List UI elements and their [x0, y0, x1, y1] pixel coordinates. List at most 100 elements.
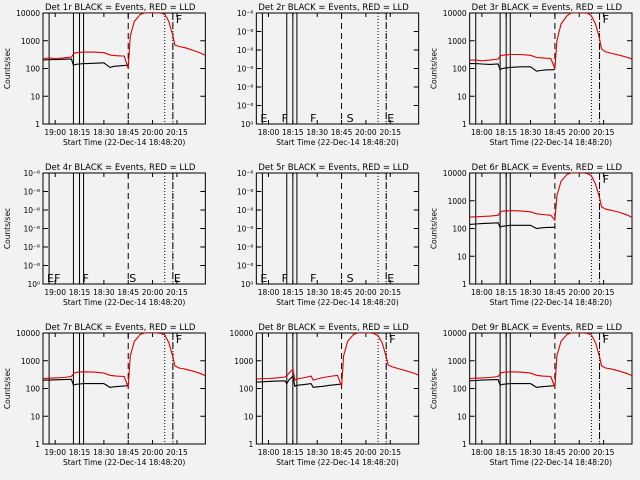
y-tick-label: 1000 [448, 357, 467, 366]
y-tick-label: 10000 [443, 9, 467, 18]
x-tick-label: 18:45 [331, 128, 353, 137]
x-tick-label: 19:00 [44, 288, 66, 297]
y-tick-label: 10 [457, 412, 467, 421]
x-axis-label: Start Time (22-Dec-14 18:48:20) [276, 138, 398, 147]
y-tick-label: 1 [249, 440, 254, 449]
x-axis-label: Start Time (22-Dec-14 18:48:20) [63, 298, 185, 307]
interval-marker-label: F [176, 13, 182, 26]
x-tick-label: 18:45 [117, 288, 139, 297]
chart-panel: 1 10 100 1000 10000 18:00 18:15 18:30 18:45 20:00… [430, 163, 633, 307]
y-tick-label: 10⁻⁶ [23, 243, 40, 252]
x-tick-label: 18:45 [331, 288, 353, 297]
series-line [43, 333, 206, 388]
series-line [469, 63, 556, 72]
x-tick-label: 20:00 [142, 128, 164, 137]
y-tick-label: 1000 [448, 197, 467, 206]
panel-title: Det 6r BLACK = Events, RED = LLD [472, 163, 623, 173]
y-tick-label: 10 [457, 92, 467, 101]
y-tick-label: 10⁻⁶ [237, 206, 254, 215]
y-tick-label: 10⁰ [241, 280, 254, 289]
y-axis-label: Counts/sec [3, 48, 12, 89]
x-tick-label: 20:00 [568, 448, 590, 457]
x-tick-label: 20:15 [379, 448, 401, 457]
chart-panel: 1 10 100 1000 10000 18:00 18:15 18:30 18:45 20:00… [430, 323, 633, 467]
y-tick-label: 10⁻⁶ [237, 9, 254, 18]
x-tick-label: 20:00 [568, 128, 590, 137]
x-tick-label: 18:30 [93, 448, 115, 457]
interval-marker-label: F [83, 272, 89, 285]
y-tick-label: 10 [457, 252, 467, 261]
y-tick-label: 100 [452, 65, 467, 74]
interval-marker-label: F [310, 272, 316, 285]
series-line [469, 173, 632, 222]
x-tick-label: 20:00 [355, 288, 377, 297]
x-tick-label: 18:00 [258, 288, 280, 297]
x-tick-label: 20:15 [593, 288, 615, 297]
y-tick-label: 10⁻⁶ [237, 243, 254, 252]
y-tick-label: 10⁻⁶ [23, 262, 40, 271]
x-tick-label: 18:00 [471, 288, 493, 297]
interval-marker-label: E [47, 272, 54, 285]
interval-marker-label: S [347, 272, 354, 285]
y-tick-label: 100 [452, 225, 467, 234]
interval-marker-label: S [347, 112, 354, 125]
x-tick-label: 20:00 [355, 448, 377, 457]
y-tick-label: 10 [30, 412, 40, 421]
x-tick-label: 19:00 [44, 128, 66, 137]
y-tick-label: 100 [26, 385, 41, 394]
y-tick-label: 10000 [16, 329, 40, 338]
x-axis-label: Start Time (22-Dec-14 18:48:20) [490, 138, 612, 147]
x-tick-label: 19:00 [44, 448, 66, 457]
series-line [469, 222, 556, 230]
y-tick-label: 1 [35, 440, 40, 449]
interval-marker-label: S [129, 272, 136, 285]
y-tick-label: 10⁻⁶ [237, 262, 254, 271]
x-tick-label: 20:00 [355, 128, 377, 137]
interval-marker-label: E [260, 112, 267, 125]
x-tick-label: 18:30 [93, 128, 115, 137]
y-tick-label: 1000 [448, 37, 467, 46]
y-tick-label: 10⁻⁶ [237, 46, 254, 55]
y-tick-label: 1000 [21, 357, 40, 366]
y-tick-label: 10000 [443, 169, 467, 178]
x-tick-label: 20:15 [593, 128, 615, 137]
x-tick-label: 18:15 [69, 448, 91, 457]
series-line [256, 333, 419, 387]
x-tick-label: 18:45 [117, 128, 139, 137]
interval-marker-label: E [174, 272, 181, 285]
series-line [469, 333, 632, 388]
x-tick-label: 18:00 [471, 128, 493, 137]
x-tick-label: 20:15 [166, 448, 188, 457]
interval-marker-label: F [603, 13, 609, 26]
chart-panel: 1 10 100 1000 10000 19:00 18:15 18:30 18:45 20:00… [3, 323, 206, 467]
x-tick-label: 20:15 [166, 288, 188, 297]
plot-frame [255, 172, 420, 285]
interval-marker-label: F [54, 272, 60, 285]
x-tick-label: 18:15 [495, 288, 517, 297]
x-tick-label: 18:45 [117, 448, 139, 457]
y-tick-label: 10⁻⁶ [23, 206, 40, 215]
x-axis-label: Start Time (22-Dec-14 18:48:20) [490, 458, 612, 467]
plot-frame [42, 12, 206, 125]
x-tick-label: 18:30 [306, 288, 328, 297]
interval-marker-label: F [603, 333, 609, 346]
series-line [43, 378, 129, 388]
series-line [43, 13, 206, 69]
panel-title: Det 5r BLACK = Events, RED = LLD [258, 163, 409, 173]
y-tick-label: 100 [452, 385, 467, 394]
panel-title: Det 8r BLACK = Events, RED = LLD [258, 323, 409, 333]
x-tick-label: 20:00 [142, 288, 164, 297]
x-tick-label: 18:15 [495, 128, 517, 137]
chart-panel: 1 10 100 1000 10000 19:00 18:15 18:30 18:45 20:00… [3, 3, 206, 147]
plot-frame [469, 12, 633, 125]
plot-frame [42, 332, 206, 445]
panel-title: Det 9r BLACK = Events, RED = LLD [472, 323, 623, 333]
plot-frame [469, 332, 633, 445]
series-line [469, 379, 556, 388]
interval-marker-label: F [603, 173, 609, 186]
x-tick-label: 20:15 [379, 128, 401, 137]
y-tick-label: 10⁻⁶ [237, 225, 254, 234]
